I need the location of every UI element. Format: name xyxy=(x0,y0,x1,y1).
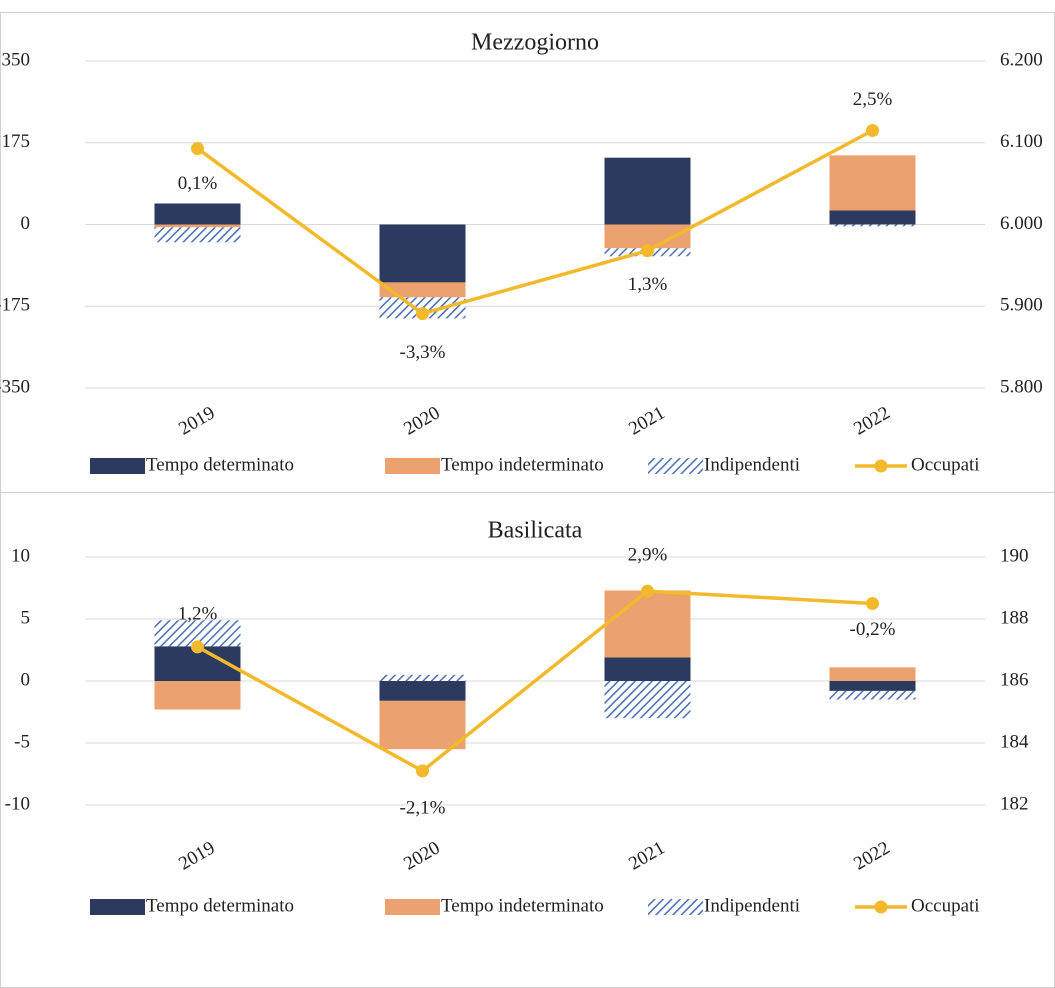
y-tick-label: -350 xyxy=(0,376,30,397)
line xyxy=(196,589,873,773)
y2-tick-label: 182 xyxy=(1000,793,1029,814)
bar xyxy=(379,674,466,681)
annotation: 2,9% xyxy=(628,544,668,565)
x-tick-label: 2021 xyxy=(625,837,668,874)
x-tick-label: 2020 xyxy=(400,402,443,439)
legend-swatch xyxy=(648,899,703,915)
x-tick-label: 2020 xyxy=(400,837,443,874)
bar xyxy=(379,700,466,750)
y-tick-label: 350 xyxy=(2,49,31,70)
bar xyxy=(829,210,916,225)
legend-swatch xyxy=(648,458,703,474)
bar xyxy=(154,224,241,228)
bar xyxy=(604,224,691,249)
bar xyxy=(154,203,241,225)
legend-swatch xyxy=(385,458,440,474)
legend-swatch xyxy=(385,899,440,915)
y2-tick-label: 188 xyxy=(1000,607,1029,628)
line-point xyxy=(416,307,429,321)
legend-label: Tempo determinato xyxy=(146,895,294,916)
y-tick-label: 10 xyxy=(11,545,30,566)
y2-tick-label: 6.000 xyxy=(1000,213,1043,234)
y2-tick-label: 5.800 xyxy=(1000,376,1043,397)
annotation: 1,2% xyxy=(178,603,218,624)
legend-label: Tempo indeterminato xyxy=(441,454,604,475)
y2-tick-label: 190 xyxy=(1000,545,1029,566)
y2-tick-label: 5.900 xyxy=(1000,295,1043,316)
bar xyxy=(829,667,916,681)
legend-label: Indipendenti xyxy=(704,454,800,475)
y2-tick-label: 6.100 xyxy=(1000,131,1043,152)
x-tick-label: 2022 xyxy=(850,402,893,439)
chart-title: Mezzogiorno xyxy=(471,30,599,56)
legend-label: Occupati xyxy=(911,454,980,475)
bar xyxy=(604,657,691,681)
line-point xyxy=(866,123,879,137)
legend-swatch xyxy=(874,900,888,914)
legend-label: Indipendenti xyxy=(704,895,800,916)
annotation: 1,3% xyxy=(628,274,668,295)
y-tick-label: 5 xyxy=(21,607,31,628)
line-point xyxy=(416,764,429,778)
line-point xyxy=(191,640,204,654)
x-tick-label: 2019 xyxy=(175,837,218,874)
y-tick-label: -10 xyxy=(5,793,30,814)
line-point xyxy=(191,141,204,155)
x-tick-label: 2021 xyxy=(625,402,668,439)
line-point xyxy=(641,584,654,598)
bar xyxy=(829,155,916,211)
annotation: 2,5% xyxy=(853,89,893,110)
y-tick-label: 0 xyxy=(21,213,31,234)
y2-tick-label: 186 xyxy=(1000,669,1029,690)
y2-tick-label: 6.200 xyxy=(1000,49,1043,70)
y2-tick-label: 184 xyxy=(1000,731,1029,752)
legend-swatch xyxy=(874,459,888,473)
y-tick-label: -5 xyxy=(14,731,30,752)
bar xyxy=(604,681,691,719)
line-point xyxy=(641,244,654,258)
legend-swatch xyxy=(90,458,145,474)
bar xyxy=(379,681,466,701)
bar xyxy=(604,590,691,658)
x-tick-label: 2019 xyxy=(175,402,218,439)
legend-label: Occupati xyxy=(911,895,980,916)
panel-frame xyxy=(0,12,1055,493)
line-point xyxy=(866,597,879,610)
annotation: -0,2% xyxy=(850,619,896,640)
bar xyxy=(829,690,916,700)
bar xyxy=(604,157,691,225)
annotation: -2,1% xyxy=(400,797,446,818)
legend-label: Tempo indeterminato xyxy=(441,895,604,916)
x-tick-label: 2022 xyxy=(850,837,893,874)
y-tick-label: -175 xyxy=(0,295,30,316)
legend-label: Tempo determinato xyxy=(146,454,294,475)
legend-swatch xyxy=(90,899,145,915)
line xyxy=(196,128,874,316)
chart-title: Basilicata xyxy=(488,518,583,544)
bar xyxy=(829,681,916,691)
bar xyxy=(154,227,241,243)
annotation: 0,1% xyxy=(178,173,218,194)
bar xyxy=(379,282,466,298)
annotation: -3,3% xyxy=(400,342,446,363)
y-tick-label: 0 xyxy=(21,669,31,690)
bar xyxy=(154,681,241,710)
bar xyxy=(379,224,466,283)
bar xyxy=(829,224,916,227)
y-tick-label: 175 xyxy=(2,131,31,152)
